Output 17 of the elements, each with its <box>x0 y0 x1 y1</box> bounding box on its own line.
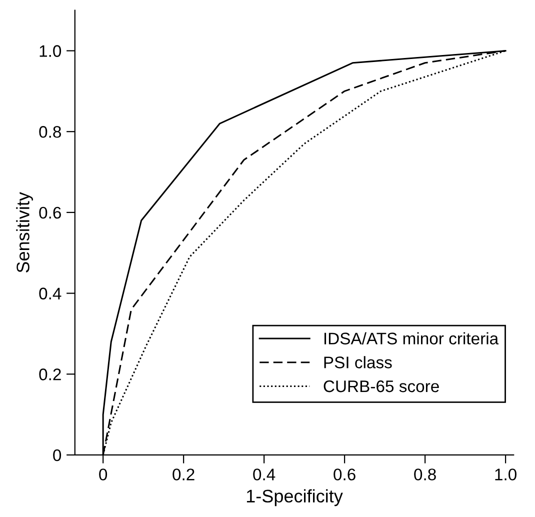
legend-label: CURB-65 score <box>324 380 439 392</box>
legend-label: PSI class <box>324 356 392 368</box>
x-axis-title: 1-Specificity <box>246 489 343 506</box>
x-tick-label: 0.6 <box>334 468 356 480</box>
y-tick-label: 1.0 <box>40 45 62 57</box>
x-tick-label: 1.0 <box>495 468 516 480</box>
legend-label: IDSA/ATS minor criteria <box>324 332 499 344</box>
y-tick-label: 0.6 <box>39 206 61 219</box>
x-tick-label: 0.2 <box>172 468 194 480</box>
y-tick-label: 0.4 <box>39 288 62 300</box>
x-tick-label: 0.4 <box>253 468 276 480</box>
y-axis-title: Sensitivity <box>16 192 33 272</box>
y-tick-label: 0 <box>53 449 62 462</box>
y-tick-label: 0.2 <box>39 368 61 380</box>
x-tick-label: 0.8 <box>414 468 436 480</box>
x-tick-label: 0 <box>99 468 108 480</box>
y-tick-label: 0.8 <box>39 126 61 138</box>
